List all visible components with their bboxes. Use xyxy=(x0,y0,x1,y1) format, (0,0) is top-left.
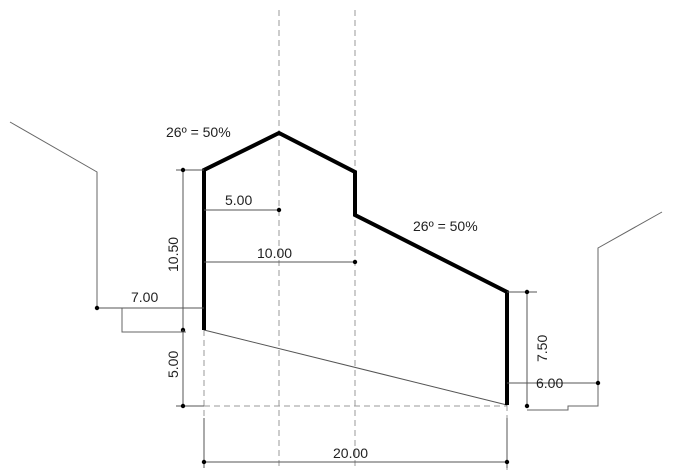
left-terrain xyxy=(9,121,186,333)
right-setback-label: 6.00 xyxy=(536,375,563,391)
dim-tick xyxy=(595,380,601,386)
dim-tick xyxy=(94,305,100,311)
left-wall-height-label: 10.50 xyxy=(165,237,181,272)
dim-tick xyxy=(180,403,186,409)
roof-left-slope-label: 26º = 50% xyxy=(166,124,231,140)
dim-tick xyxy=(201,459,207,465)
dim-tick xyxy=(524,403,530,409)
dim-tick xyxy=(276,207,282,213)
roof-right-slope-label: 26º = 50% xyxy=(413,218,478,234)
right-terrain xyxy=(527,211,663,411)
dim-tick xyxy=(352,259,358,265)
dim-tick xyxy=(504,459,510,465)
left-base-height-label: 5.00 xyxy=(165,351,181,378)
right-wall-height-label: 7.50 xyxy=(534,335,550,362)
half-width-label: 5.00 xyxy=(225,192,252,208)
left-setback-label: 7.00 xyxy=(131,289,158,305)
dim-tick xyxy=(180,167,186,173)
total-width-label: 20.00 xyxy=(333,445,368,461)
ridge-offset-label: 10.00 xyxy=(257,245,292,261)
ground-slope-line xyxy=(203,329,508,406)
dim-tick xyxy=(524,289,530,295)
